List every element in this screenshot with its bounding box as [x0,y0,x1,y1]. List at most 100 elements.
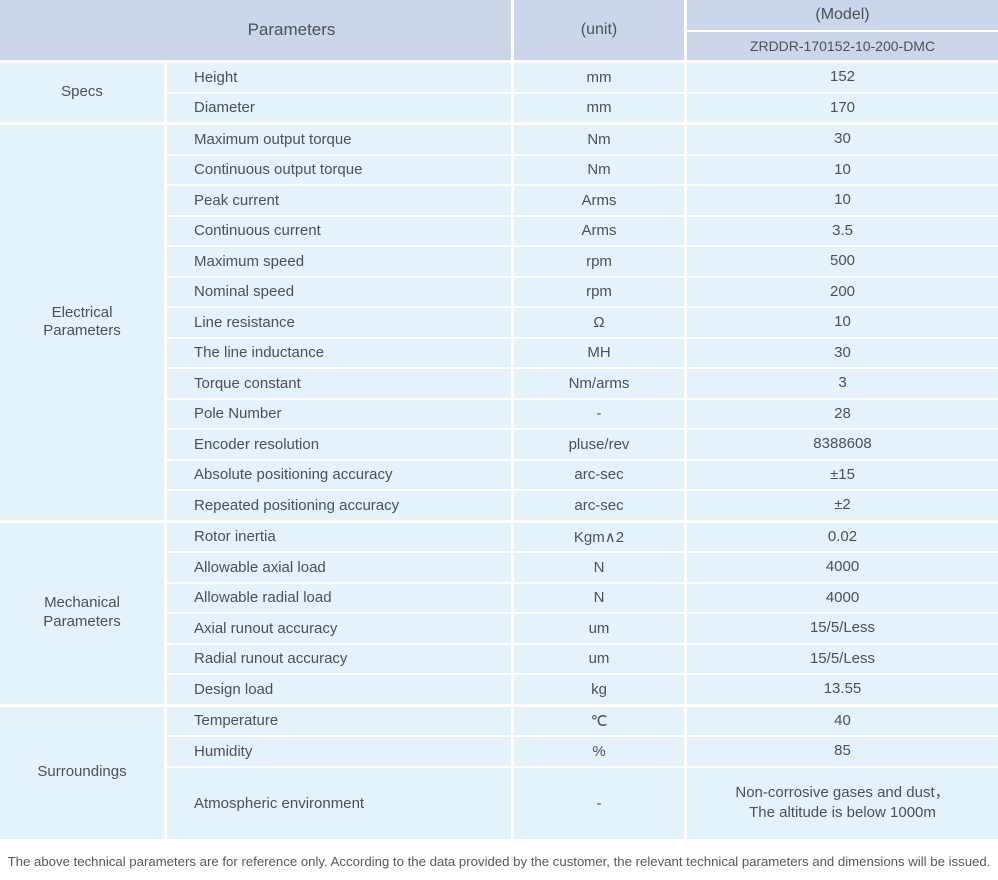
parameter-group: Surroundings Temperature ℃ 40 Humidity %… [0,706,998,839]
parameter-group: Electrical Parameters Maximum output tor… [0,125,998,520]
parameter-name: Maximum speed [167,247,511,276]
parameter-name: Height [167,63,511,92]
parameter-name: Torque constant [167,369,511,398]
table-row: Rotor inertia Kgm∧2 0.02 [167,522,998,551]
parameter-value: 3.5 [687,216,998,245]
parameter-value: 30 [687,338,998,367]
table-row: Allowable radial load N 4000 [167,583,998,612]
parameter-value: 500 [687,247,998,276]
parameter-value: 28 [687,399,998,428]
parameter-value: 13.55 [687,675,998,704]
group-label: Mechanical Parameters [0,522,164,704]
parameter-name: Nominal speed [167,277,511,306]
group-label: Specs [0,63,164,122]
parameter-name: Allowable axial load [167,553,511,582]
parameter-name: Repeated positioning accuracy [167,491,511,520]
parameter-unit: - [514,399,684,428]
parameter-group: Specs Height mm 152 Diameter mm 170 [0,63,998,122]
table-row: Continuous current Arms 3.5 [167,216,998,245]
table-row: Axial runout accuracy um 15/5/Less [167,614,998,643]
parameter-name: Absolute positioning accuracy [167,460,511,489]
parameter-unit: arc-sec [514,491,684,520]
parameter-unit: ℃ [514,706,684,735]
parameter-name: Pole Number [167,399,511,428]
table-row: Encoder resolution pluse/rev 8388608 [167,430,998,459]
parameter-value: 40 [687,706,998,735]
table-row: Atmospheric environment - Non-corrosive … [167,767,998,839]
parameter-unit: mm [514,93,684,122]
parameter-value: 10 [687,155,998,184]
parameter-value: 15/5/Less [687,614,998,643]
parameter-value: 15/5/Less [687,644,998,673]
parameter-value: 10 [687,308,998,337]
table-row: Torque constant Nm/arms 3 [167,369,998,398]
table-row: Humidity % 85 [167,737,998,766]
table-row: Absolute positioning accuracy arc-sec ±1… [167,460,998,489]
parameter-value: 30 [687,125,998,154]
parameter-name: Radial runout accuracy [167,644,511,673]
parameter-unit: Arms [514,216,684,245]
parameter-name: Peak current [167,186,511,215]
parameter-name: Encoder resolution [167,430,511,459]
parameter-name: Continuous output torque [167,155,511,184]
parameter-value: ±15 [687,460,998,489]
parameter-unit: Nm [514,125,684,154]
table-row: Continuous output torque Nm 10 [167,155,998,184]
group-rows: Maximum output torque Nm 30 Continuous o… [167,125,998,520]
group-rows: Height mm 152 Diameter mm 170 [167,63,998,122]
parameter-value: 4000 [687,583,998,612]
parameter-value: 3 [687,369,998,398]
table-row: The line inductance MH 30 [167,338,998,367]
parameter-unit: kg [514,675,684,704]
group-label: Electrical Parameters [0,125,164,520]
parameter-value: ±2 [687,491,998,520]
parameter-unit: pluse/rev [514,430,684,459]
parameter-value: 152 [687,63,998,92]
parameter-name: The line inductance [167,338,511,367]
parameter-unit: Nm/arms [514,369,684,398]
parameter-unit: um [514,614,684,643]
table-row: Line resistance Ω 10 [167,308,998,337]
parameter-unit: Ω [514,308,684,337]
table-row: Repeated positioning accuracy arc-sec ±2 [167,491,998,520]
parameter-name: Design load [167,675,511,704]
table-row: Maximum speed rpm 500 [167,247,998,276]
header-model-column: (Model) ZRDDR-170152-10-200-DMC [687,0,998,60]
parameter-value: 4000 [687,553,998,582]
parameter-value: 8388608 [687,430,998,459]
parameter-name: Rotor inertia [167,522,511,551]
table-row: Pole Number - 28 [167,399,998,428]
table-row: Temperature ℃ 40 [167,706,998,735]
table-header: Parameters (unit) (Model) ZRDDR-170152-1… [0,0,998,60]
table-row: Design load kg 13.55 [167,675,998,704]
parameter-name: Temperature [167,706,511,735]
parameter-value: Non-corrosive gases and dust， The altitu… [687,767,998,839]
parameter-name: Line resistance [167,308,511,337]
parameter-value: 85 [687,737,998,766]
parameter-unit: N [514,553,684,582]
parameter-unit: rpm [514,277,684,306]
parameter-name: Humidity [167,737,511,766]
table-row: Radial runout accuracy um 15/5/Less [167,644,998,673]
parameter-unit: Kgm∧2 [514,522,684,551]
parameter-value: 10 [687,186,998,215]
table-row: Height mm 152 [167,63,998,92]
header-parameters-label: Parameters [0,0,511,60]
parameter-name: Continuous current [167,216,511,245]
parameter-value: 0.02 [687,522,998,551]
parameter-unit: MH [514,338,684,367]
footer-note: The above technical parameters are for r… [7,853,991,869]
parameter-unit: um [514,644,684,673]
parameter-name: Atmospheric environment [167,767,511,839]
group-label: Surroundings [0,706,164,839]
table-row: Diameter mm 170 [167,93,998,122]
parameter-unit: Nm [514,155,684,184]
header-model-label: (Model) [687,0,998,32]
table-row: Allowable axial load N 4000 [167,553,998,582]
parameter-value: 200 [687,277,998,306]
parameter-group: Mechanical Parameters Rotor inertia Kgm∧… [0,522,998,704]
parameter-unit: Arms [514,186,684,215]
parameter-unit: rpm [514,247,684,276]
parameter-name: Axial runout accuracy [167,614,511,643]
